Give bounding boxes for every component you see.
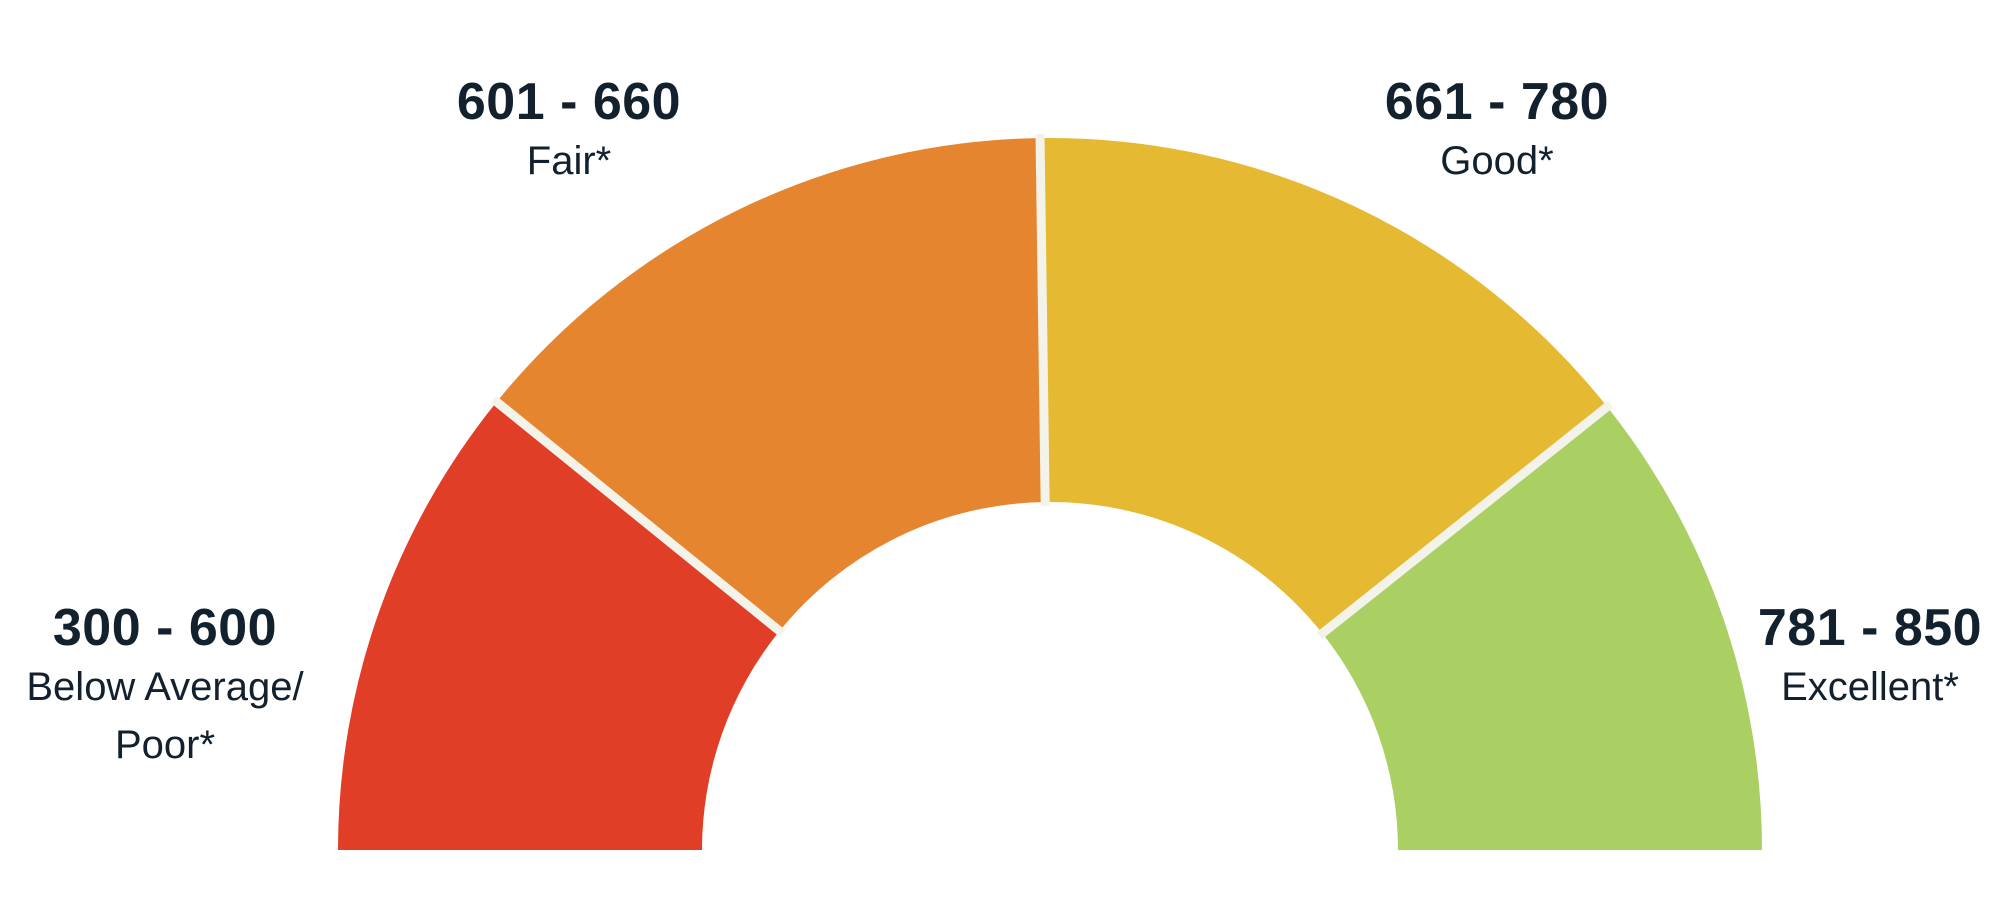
range-value-excellent: 781 - 850 (1757, 599, 1983, 657)
range-name-good: Good* (1440, 139, 1554, 183)
range-name-excellent: Excellent* (1781, 665, 1959, 709)
range-name-fair: Fair* (526, 139, 612, 183)
gauge-separator (490, 395, 786, 638)
range-value-poor: 300 - 600 (52, 599, 278, 657)
range-value-fair: 601 - 660 (456, 73, 682, 131)
range-label-fair: 601 - 660 Fair* (359, 72, 779, 190)
gauge-segment-good (1040, 138, 1608, 634)
gauge-segment-poor (338, 401, 780, 850)
gauge-segment-excellent (1322, 406, 1762, 850)
range-value-good: 661 - 780 (1384, 73, 1610, 131)
gauge-separator (1035, 134, 1050, 507)
gauge-separator (1316, 400, 1614, 640)
range-name-poor: Below Average/ Poor* (26, 665, 304, 767)
range-label-excellent: 781 - 850 Excellent* (1660, 598, 2000, 716)
range-label-poor: 300 - 600 Below Average/ Poor* (0, 598, 375, 774)
range-label-good: 661 - 780 Good* (1287, 72, 1707, 190)
